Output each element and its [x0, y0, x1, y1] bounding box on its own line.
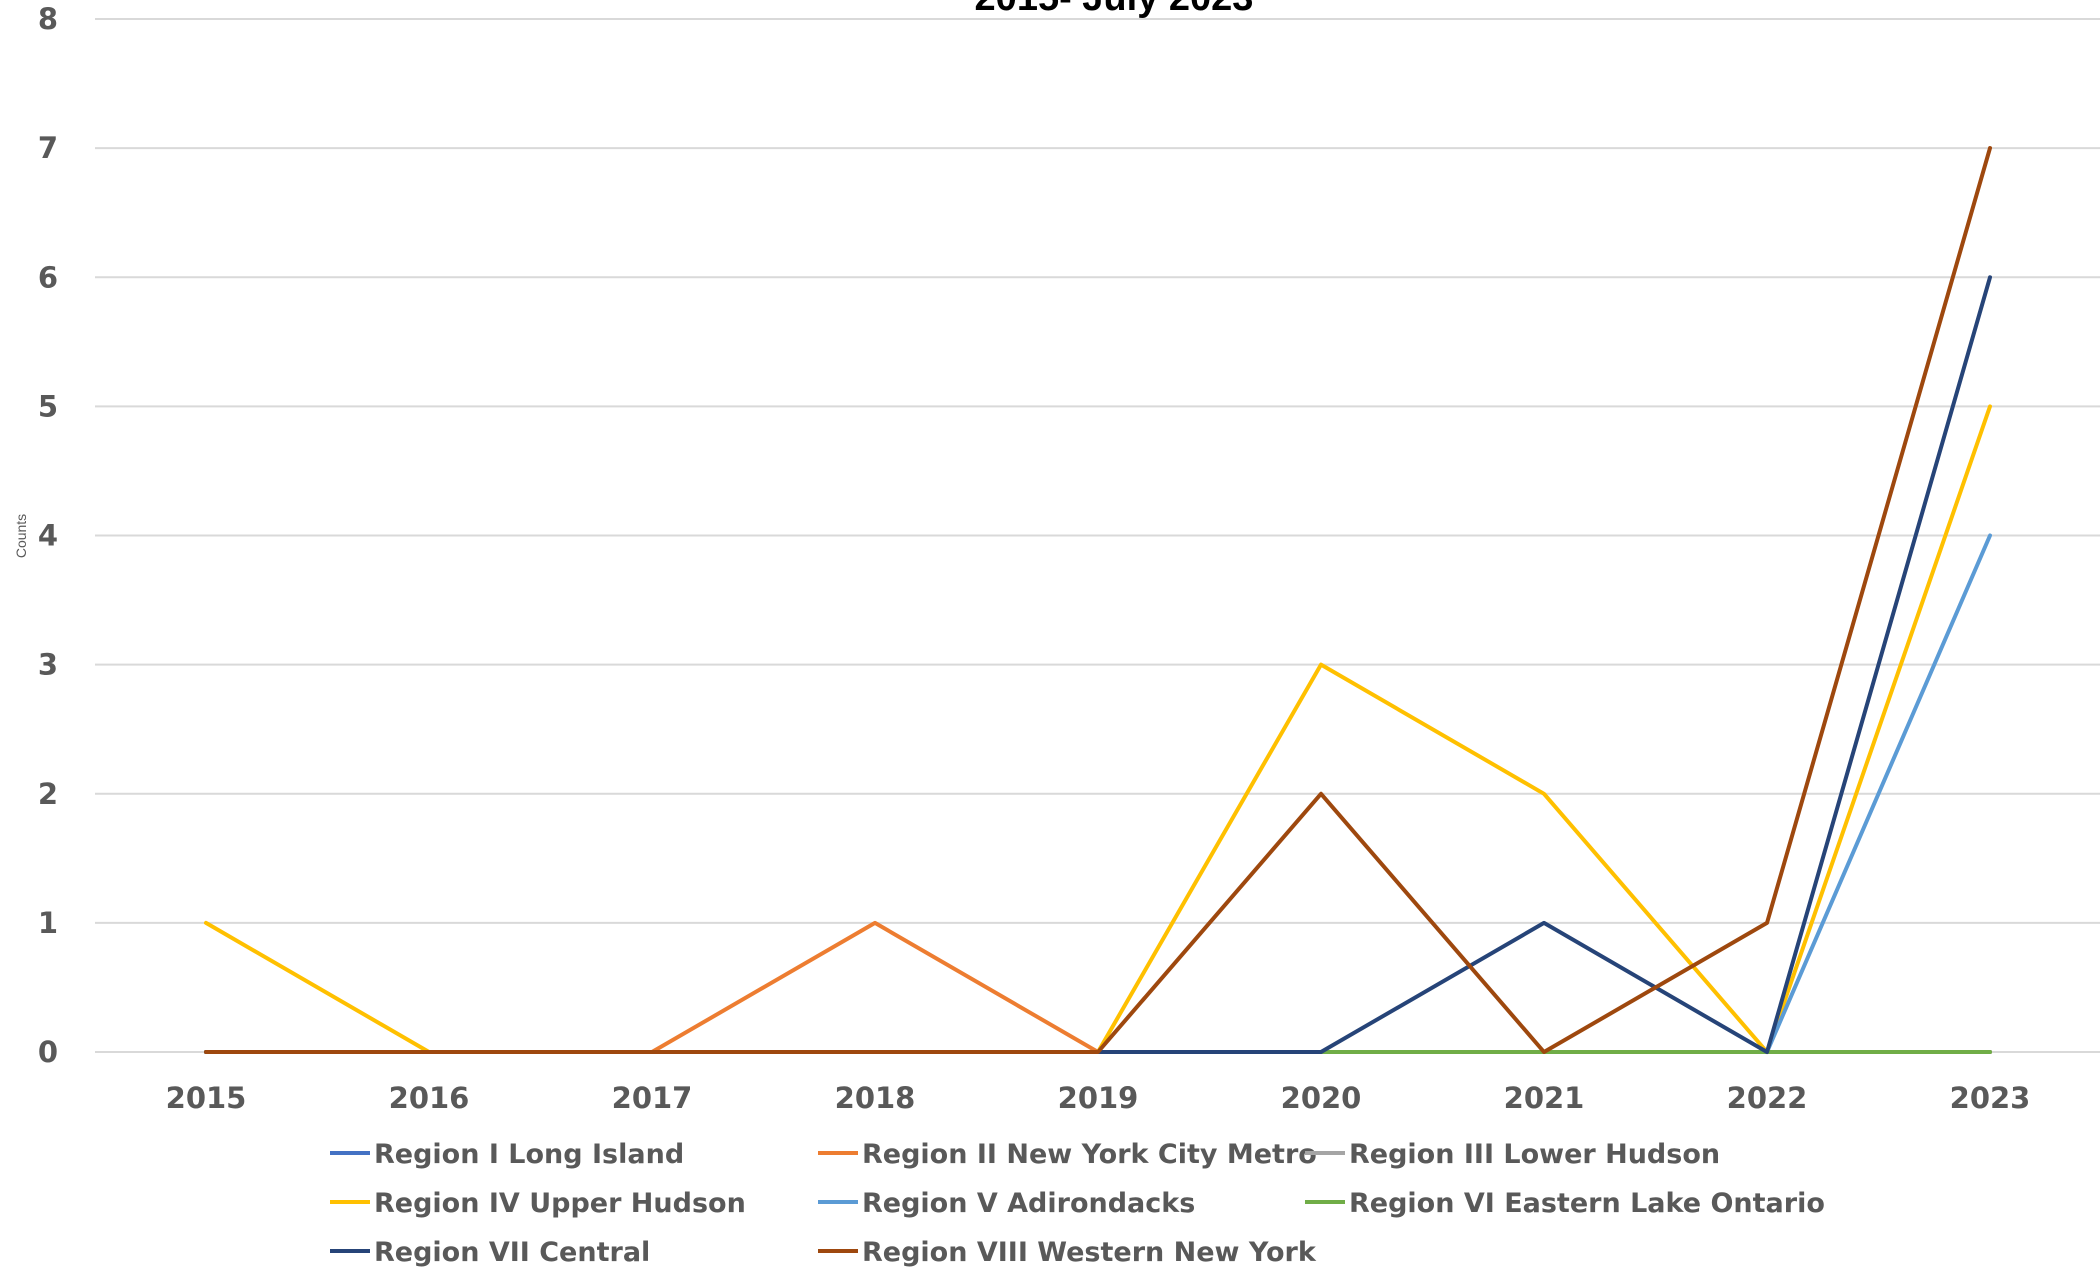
y-tick-label: 7 — [38, 131, 58, 165]
x-axis-ticks: 2015 2016 2017 2018 2019 2020 2021 2022 2023 — [166, 1081, 2031, 1115]
y-tick-label: 4 — [38, 519, 58, 553]
x-tick-label: 2023 — [1950, 1081, 2031, 1115]
series-lines — [204, 146, 1992, 1054]
legend-label: Region II New York City Metro — [862, 1139, 1317, 1170]
x-tick-label: 2017 — [612, 1081, 693, 1115]
legend-item[interactable]: Region V Adirondacks — [818, 1188, 1195, 1219]
legend-item[interactable]: Region VIII Western New York — [818, 1237, 1317, 1268]
legend-item[interactable]: Region III Lower Hudson — [1305, 1139, 1720, 1170]
legend-label: Region IV Upper Hudson — [374, 1188, 746, 1219]
series-line-8 — [204, 146, 1992, 1054]
series-line-4 — [204, 404, 1992, 1054]
x-tick-label: 2019 — [1058, 1081, 1139, 1115]
y-axis-ticks: 0 1 2 3 4 5 6 7 8 — [38, 2, 58, 1069]
gridlines — [95, 18, 2100, 1053]
legend-item[interactable]: Region II New York City Metro — [818, 1139, 1317, 1170]
legend-label: Region III Lower Hudson — [1349, 1139, 1720, 1170]
x-tick-label: 2015 — [166, 1081, 247, 1115]
y-tick-label: 5 — [38, 389, 58, 423]
x-tick-label: 2021 — [1504, 1081, 1585, 1115]
legend-label: Region VIII Western New York — [862, 1237, 1317, 1268]
legend[interactable]: Region I Long Island Region II New York C… — [330, 1139, 1825, 1268]
legend-label: Region V Adirondacks — [862, 1188, 1195, 1219]
legend-item[interactable]: Region I Long Island — [330, 1139, 684, 1170]
legend-item[interactable]: Region VI Eastern Lake Ontario — [1305, 1188, 1825, 1219]
y-tick-label: 1 — [38, 906, 58, 940]
y-tick-label: 6 — [38, 260, 58, 294]
x-tick-label: 2020 — [1281, 1081, 1362, 1115]
x-tick-label: 2018 — [835, 1081, 916, 1115]
y-tick-label: 3 — [38, 648, 58, 682]
y-tick-label: 2 — [38, 777, 58, 811]
series-line-2 — [204, 920, 1992, 1054]
y-tick-label: 8 — [38, 2, 58, 36]
y-axis-label: Counts — [13, 514, 29, 558]
legend-label: Region VI Eastern Lake Ontario — [1349, 1188, 1825, 1219]
legend-item[interactable]: Region VII Central — [330, 1237, 650, 1268]
chart-title: 2015- July 2023 — [975, 0, 1254, 19]
x-tick-label: 2022 — [1727, 1081, 1808, 1115]
legend-label: Region VII Central — [374, 1237, 650, 1268]
y-tick-label: 0 — [38, 1035, 58, 1069]
legend-label: Region I Long Island — [374, 1139, 684, 1170]
legend-item[interactable]: Region IV Upper Hudson — [330, 1188, 746, 1219]
x-tick-label: 2016 — [389, 1081, 470, 1115]
